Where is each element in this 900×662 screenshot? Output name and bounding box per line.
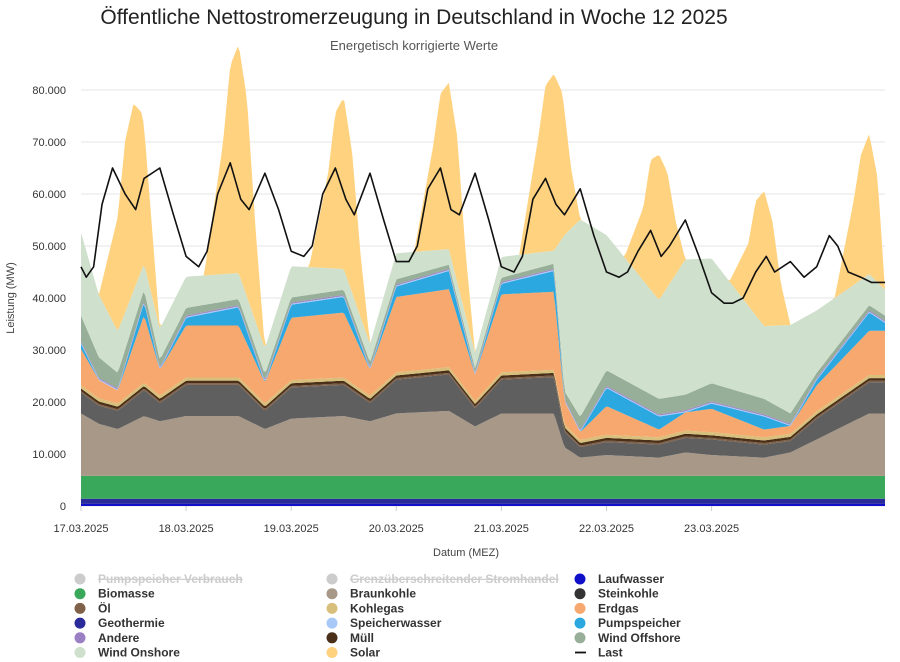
legend-label: Last xyxy=(598,646,623,660)
x-tick-label: 17.03.2025 xyxy=(53,523,108,535)
legend-label: Grenzüberschreitender Stromhandel xyxy=(350,572,559,586)
legend: Pumpspeicher Verbrauch Grenzüberschreiten… xyxy=(74,572,682,660)
x-tick-label: 23.03.2025 xyxy=(684,523,739,535)
x-tick-label: 20.03.2025 xyxy=(369,523,424,535)
legend-label: Geothermie xyxy=(98,616,165,630)
legend-label: Braunkohle xyxy=(350,587,416,601)
legend-label: Steinkohle xyxy=(598,587,659,601)
legend-item-pumpspeicher-verbrauch[interactable]: Pumpspeicher Verbrauch xyxy=(74,572,243,586)
legend-circle-marker xyxy=(74,647,86,658)
legend-circle-marker xyxy=(574,602,586,614)
legend-circle-marker xyxy=(74,573,86,585)
legend-label: Müll xyxy=(350,631,374,645)
y-axis-label: Leistung (MW) xyxy=(5,262,17,334)
area-wind-onshore xyxy=(81,220,885,416)
legend-circle-marker xyxy=(574,632,586,644)
area-braunkohle xyxy=(81,410,885,476)
legend-item-last[interactable]: Last xyxy=(575,646,623,660)
x-axis-label: Datum (MEZ) xyxy=(433,547,499,559)
legend-item-geothermie[interactable]: Geothermie xyxy=(74,616,166,630)
legend-circle-marker xyxy=(326,573,338,585)
legend-circle-marker xyxy=(574,617,586,629)
legend-circle-marker xyxy=(74,602,86,614)
legend-circle-marker xyxy=(74,632,86,644)
area-erdgas xyxy=(81,289,885,440)
y-tick-label: 70.000 xyxy=(32,137,66,149)
y-tick-label: 0 xyxy=(60,501,66,513)
y-tick-label: 50.000 xyxy=(32,241,66,253)
legend-label: Kohlegas xyxy=(350,601,404,615)
y-tick-label: 60.000 xyxy=(32,189,66,201)
legend-label: Biomasse xyxy=(98,587,155,601)
legend-circle-marker xyxy=(574,588,586,600)
legend-item-pumpspeicher[interactable]: Pumpspeicher xyxy=(574,616,682,630)
legend-label: Laufwasser xyxy=(598,572,664,586)
x-tick-label: 21.03.2025 xyxy=(474,523,529,535)
area-steinkohle xyxy=(81,374,885,458)
legend-label: Andere xyxy=(98,631,140,645)
legend-item-grenzueberschreitender-stromhandel[interactable]: Grenzüberschreitender Stromhandel xyxy=(326,572,559,586)
area-geothermie xyxy=(81,498,885,504)
legend-label: Speicherwasser xyxy=(350,616,442,630)
x-axis-ticks: 17.03.2025 18.03.2025 19.03.2025 20.03.2025… xyxy=(53,506,739,535)
y-tick-label: 20.000 xyxy=(32,397,66,409)
area-biomasse xyxy=(81,475,885,499)
legend-item-speicherwasser[interactable]: Speicherwasser xyxy=(326,616,442,630)
legend-label: Pumpspeicher xyxy=(598,616,681,630)
y-tick-label: 40.000 xyxy=(32,293,66,305)
legend-label: Wind Onshore xyxy=(98,646,180,660)
x-tick-label: 19.03.2025 xyxy=(264,523,319,535)
legend-item-biomasse[interactable]: Biomasse xyxy=(74,587,156,601)
legend-item-muell[interactable]: Müll xyxy=(326,631,375,645)
chart-title: Öffentliche Nettostromerzeugung in Deuts… xyxy=(100,6,727,29)
legend-item-kohlegas[interactable]: Kohlegas xyxy=(326,601,405,615)
legend-circle-marker xyxy=(326,617,338,629)
legend-item-oel[interactable]: Öl xyxy=(74,600,111,615)
legend-item-laufwasser[interactable]: Laufwasser xyxy=(574,572,665,586)
stacked-areas xyxy=(81,46,885,506)
legend-circle-marker xyxy=(74,588,86,600)
legend-circle-marker xyxy=(326,602,338,614)
y-axis-ticks: 0 10.000 20.000 30.000 40.000 50.000 60.000 70.… xyxy=(32,85,66,513)
legend-circle-marker xyxy=(326,588,338,600)
legend-item-erdgas[interactable]: Erdgas xyxy=(574,601,640,615)
area-laufwasser xyxy=(81,503,885,506)
legend-item-wind-onshore[interactable]: Wind Onshore xyxy=(74,646,181,660)
legend-label: Öl xyxy=(98,600,111,615)
legend-item-wind-offshore[interactable]: Wind Offshore xyxy=(574,631,681,645)
legend-label: Pumpspeicher Verbrauch xyxy=(98,572,243,586)
y-tick-label: 80.000 xyxy=(32,85,66,97)
legend-item-andere[interactable]: Andere xyxy=(74,631,140,645)
line-last xyxy=(80,162,885,304)
y-tick-label: 10.000 xyxy=(32,449,66,461)
legend-label: Solar xyxy=(350,646,380,660)
legend-item-solar[interactable]: Solar xyxy=(326,646,381,660)
legend-circle-marker xyxy=(326,632,338,644)
x-tick-label: 18.03.2025 xyxy=(159,523,214,535)
load-line xyxy=(80,162,885,304)
legend-label: Wind Offshore xyxy=(598,631,681,645)
legend-label: Erdgas xyxy=(598,601,639,615)
legend-circle-marker xyxy=(326,647,338,658)
legend-item-steinkohle[interactable]: Steinkohle xyxy=(574,587,660,601)
legend-item-braunkohle[interactable]: Braunkohle xyxy=(326,587,417,601)
x-tick-label: 22.03.2025 xyxy=(579,523,634,535)
chart-subtitle: Energetisch korrigierte Werte xyxy=(330,38,498,53)
y-tick-label: 30.000 xyxy=(32,345,66,357)
legend-circle-marker xyxy=(574,573,586,585)
legend-circle-marker xyxy=(74,617,86,629)
